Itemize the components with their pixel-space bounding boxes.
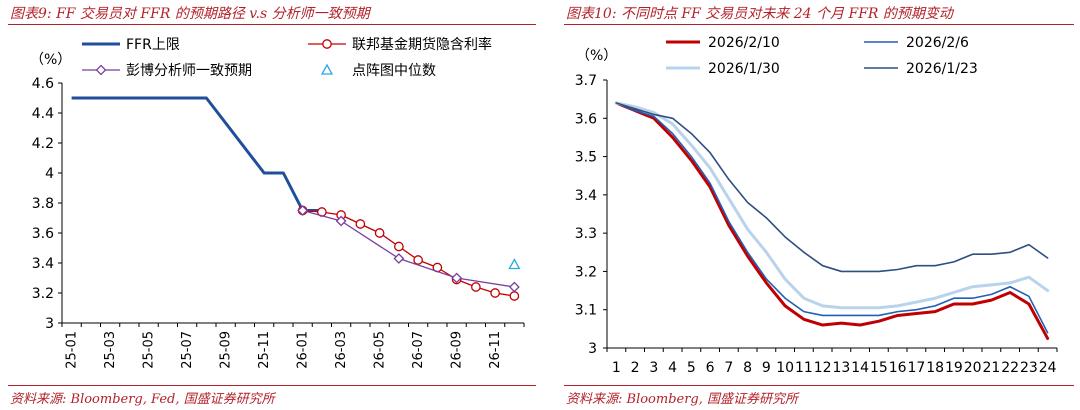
left-legend-label: 彭博分析师一致预期 <box>126 62 252 79</box>
right-x-tick-label: 3 <box>649 360 658 376</box>
left-series-point <box>471 282 481 292</box>
right-x-tick-label: 5 <box>687 360 696 376</box>
left-series-line <box>302 209 515 297</box>
left-x-tick-label: 25-11 <box>257 331 272 369</box>
left-y-tick-label: 3 <box>45 316 54 332</box>
left-series-point <box>374 228 385 238</box>
left-series-point <box>490 288 500 298</box>
left-y-tick-label: 4 <box>45 166 54 182</box>
left-legend-label: FFR上限 <box>126 37 180 53</box>
right-x-tick-label: 2 <box>631 360 640 376</box>
left-legend-marker <box>322 39 332 49</box>
right-top-rule <box>564 24 1074 25</box>
right-legend-label: 2026/1/30 <box>708 61 780 77</box>
right-chart-title: 图表10: 不同时点 FF 交易员对未来 24 个月 FFR 的预期变动 <box>566 6 953 22</box>
left-x-tick-label: 26-07 <box>411 331 426 369</box>
right-x-tick-label: 12 <box>814 360 832 376</box>
left-chart-title: 图表9: FF 交易员对 FFR 的预期路径 v.s 分析师一致预期 <box>10 6 370 22</box>
right-x-tick-label: 14 <box>851 360 869 376</box>
left-x-tick-label: 25-01 <box>65 331 80 369</box>
left-legend-label: 联邦基金期货隐含利率 <box>352 36 492 53</box>
right-y-tick-label: 3.1 <box>575 303 597 319</box>
left-y-tick-label: 4.6 <box>32 76 54 92</box>
left-series-line <box>302 209 515 288</box>
left-x-tick-label: 26-09 <box>450 331 465 369</box>
right-x-tick-label: 9 <box>762 360 771 376</box>
right-x-tick-label: 10 <box>776 360 794 376</box>
left-source-note: 资料来源: Bloomberg, Fed, 国盛证券研究所 <box>10 392 275 407</box>
right-legend-label: 2026/1/23 <box>906 61 978 77</box>
left-series-point <box>394 241 404 252</box>
left-series-point <box>335 215 347 227</box>
right-series-line <box>615 102 1049 273</box>
left-series-point <box>413 255 423 265</box>
left-x-tick-label: 25-07 <box>180 331 195 369</box>
left-unit-label: （%） <box>30 52 71 68</box>
left-top-rule <box>8 24 536 25</box>
left-x-tick-label: 26-03 <box>334 331 349 369</box>
right-legend-label: 2026/2/6 <box>906 35 969 51</box>
right-y-tick-label: 3.4 <box>575 188 597 204</box>
right-legend-label: 2026/2/10 <box>708 35 780 51</box>
right-bottom-rule <box>564 385 1074 386</box>
right-x-tick-label: 18 <box>926 360 944 376</box>
right-y-tick-label: 3.2 <box>575 264 597 280</box>
right-x-tick-label: 6 <box>706 360 715 376</box>
left-series-line <box>71 96 322 212</box>
right-series-line <box>615 102 1049 334</box>
left-legend-marker <box>95 64 107 76</box>
right-x-tick-label: 7 <box>724 360 733 376</box>
right-x-tick-label: 4 <box>668 360 677 376</box>
right-x-tick-label: 22 <box>1001 360 1019 376</box>
left-legend-marker <box>320 63 334 75</box>
right-y-tick-label: 3.3 <box>575 226 597 242</box>
right-y-tick-label: 3.6 <box>575 111 597 127</box>
right-x-tick-label: 13 <box>832 360 850 376</box>
left-x-tick-label: 26-11 <box>488 331 503 369</box>
right-x-tick-label: 24 <box>1039 360 1057 376</box>
right-x-tick-label: 19 <box>945 360 963 376</box>
right-x-tick-label: 17 <box>907 360 925 376</box>
left-y-tick-label: 3.6 <box>32 226 54 242</box>
right-x-tick-label: 1 <box>612 360 621 376</box>
right-series-line <box>614 101 1050 340</box>
right-y-tick-label: 3 <box>588 341 597 357</box>
left-series-point <box>508 281 520 293</box>
right-y-tick-label: 3.5 <box>575 150 597 166</box>
right-y-tick-label: 3.7 <box>575 73 597 89</box>
right-x-tick-label: 23 <box>1020 360 1038 376</box>
left-y-tick-label: 4.2 <box>32 136 54 152</box>
right-x-tick-label: 21 <box>982 360 1000 376</box>
right-x-tick-label: 16 <box>889 360 907 376</box>
left-bottom-rule <box>8 385 536 386</box>
left-x-tick-label: 25-05 <box>142 331 157 369</box>
left-series-point <box>508 258 521 270</box>
left-legend-label: 点阵图中位数 <box>352 63 436 79</box>
left-y-tick-label: 3.4 <box>32 256 54 272</box>
right-x-tick-label: 8 <box>743 360 752 376</box>
left-y-tick-label: 3.2 <box>32 286 54 302</box>
left-series-point <box>355 219 366 229</box>
right-unit-label: （%） <box>576 48 617 64</box>
right-x-tick-label: 15 <box>870 360 888 376</box>
right-source-note: 资料来源: Bloomberg, 国盛证券研究所 <box>566 392 799 407</box>
left-y-tick-label: 3.8 <box>32 196 54 212</box>
left-x-tick-label: 25-03 <box>103 331 118 369</box>
left-series-point <box>451 272 463 284</box>
right-series-line <box>614 101 1050 310</box>
right-x-tick-label: 20 <box>964 360 982 376</box>
left-x-tick-label: 25-09 <box>219 331 234 369</box>
left-series-point <box>393 253 405 264</box>
right-x-tick-label: 11 <box>795 360 813 376</box>
left-y-tick-label: 4.4 <box>32 106 54 122</box>
left-series-point <box>509 291 520 301</box>
left-x-tick-label: 26-05 <box>373 331 388 369</box>
left-x-tick-label: 26-01 <box>296 331 311 369</box>
left-series-point <box>297 205 309 216</box>
